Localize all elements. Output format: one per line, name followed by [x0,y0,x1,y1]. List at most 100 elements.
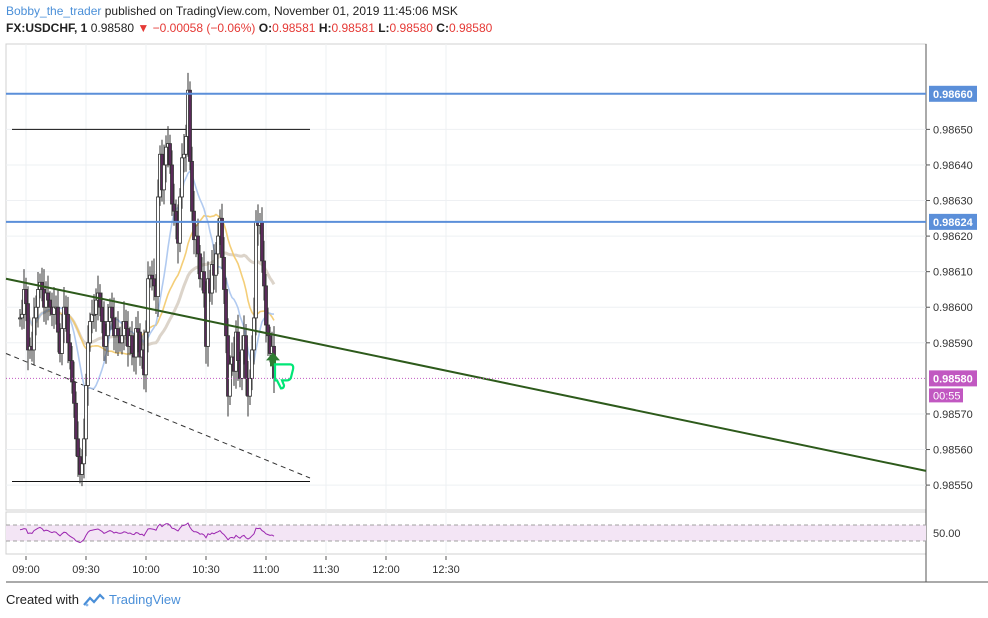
dashed-channel-line [5,353,311,479]
candle[interactable] [178,188,182,253]
candle-body [264,285,268,326]
candle-body [262,260,266,287]
candle-body [64,306,68,315]
candle-body [180,157,184,198]
candle-body [98,292,102,308]
time-tick-label: 09:30 [72,564,100,576]
candle[interactable] [26,286,30,371]
candle[interactable] [74,391,78,457]
tradingview-link[interactable]: TradingView [108,592,181,607]
candle[interactable] [206,261,210,367]
high-value: 0.98581 [331,21,375,35]
candle-body [192,210,196,241]
candle-body [260,221,264,262]
candle-body [60,328,64,354]
price-change: ▼ −0.00058 (−0.06%) [137,21,256,35]
countdown-badge [929,388,963,403]
candle-body [34,306,38,319]
open-label: O: [258,21,273,35]
candle-body [72,381,76,404]
candle-body [26,303,30,351]
candle[interactable] [236,314,240,381]
rsi-band [6,525,926,541]
price-tick-label: 0.98610 [933,267,973,279]
publish-info: Bobby_the_trader published on TradingVie… [6,4,458,18]
ohlc-legend: FX:USDCHF, 1 0.98580 ▼ −0.00058 (−0.06%)… [6,21,492,35]
candle-body [152,278,156,287]
candle[interactable] [86,325,90,406]
candle-body [20,313,24,319]
candle-body [248,377,252,397]
author-link[interactable]: Bobby_the_trader [6,4,102,18]
candle[interactable] [190,146,194,223]
candle-body [100,306,104,322]
candle[interactable] [188,81,192,171]
trend-line[interactable] [5,277,927,472]
high-label: H: [318,21,332,35]
candle[interactable] [228,355,232,406]
candle-body [84,385,88,440]
price-tick-label: 0.98550 [933,480,973,492]
price-tick-label: 0.98600 [933,302,973,314]
candle-body [24,289,28,305]
candle[interactable] [156,179,160,317]
time-tick-label: 12:00 [372,564,400,576]
candle-body [162,164,166,191]
up-arrow-icon [266,352,280,367]
candle-body [46,292,50,301]
time-tick-label: 12:30 [432,564,460,576]
current-price-label: 0.98580 [933,373,973,385]
candle-body [56,306,60,333]
candle[interactable] [84,373,88,457]
candle-body [202,271,206,294]
time-tick-label: 11:00 [253,564,280,576]
candle-body [190,160,194,212]
candle-body [214,253,218,276]
rsi-tick-label: 50.00 [933,528,961,540]
level-price-badge [929,213,977,230]
time-tick-label: 10:00 [132,564,160,576]
candle-body [168,143,172,166]
candle[interactable] [56,289,60,353]
candle-body [144,331,148,376]
candle[interactable] [254,210,258,336]
candle-body [136,328,140,333]
candle-body [116,328,120,337]
countdown-label: 00:55 [933,390,961,402]
candle[interactable] [144,320,148,393]
created-with-text: Created with [6,592,79,607]
candle-body [104,335,108,347]
candle-body [130,335,134,354]
candle-body [224,289,228,337]
candle-body [240,349,244,379]
candle[interactable] [66,296,70,364]
candle-body [244,335,248,379]
rsi-indicator [6,522,926,544]
candle-body [110,306,114,319]
candle-body [170,164,174,205]
level-price-label: 0.98624 [933,217,974,229]
candle-body [68,342,72,361]
candle[interactable] [264,274,268,343]
candle-body [66,313,70,344]
low-label: L: [378,21,390,35]
candle[interactable] [222,237,226,305]
time-axis: 09:00 09:30 10:00 10:30 11:00 11:30 12:00 12:30 [12,556,460,576]
candle-body [172,203,176,212]
low-value: 0.98580 [389,21,433,35]
candle-body [182,153,186,159]
candle[interactable] [180,143,184,209]
candle[interactable] [262,240,266,301]
candle[interactable] [146,261,150,353]
candle-body [76,438,80,458]
current-price-badge [929,370,977,387]
price-tick-label: 0.98640 [933,160,973,172]
price-tick-label: 0.98620 [933,231,973,243]
thumbs-down-icon [273,363,295,390]
price-tick-label: 0.98560 [933,445,973,457]
price-tick-label: 0.98630 [933,196,973,208]
candle-body [236,331,240,361]
candle[interactable] [224,277,228,354]
candle-body [36,289,40,308]
